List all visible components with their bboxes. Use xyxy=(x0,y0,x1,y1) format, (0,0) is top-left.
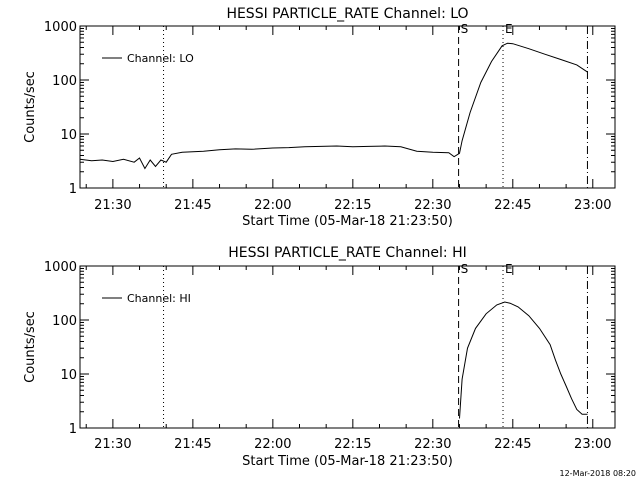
x-axis-label: Start Time (05-Mar-18 21:23:50) xyxy=(242,454,453,469)
y-tick-label: 100 xyxy=(52,74,77,89)
x-tick-label: 22:15 xyxy=(334,198,371,213)
x-tick-label: 21:30 xyxy=(94,198,131,213)
event-marker-label: E xyxy=(505,22,513,36)
legend-entry: Channel: LO xyxy=(127,52,194,65)
x-tick-label: 22:30 xyxy=(414,198,451,213)
series-line xyxy=(79,42,588,170)
plot-frame xyxy=(79,265,616,429)
y-tick-label: 100 xyxy=(52,314,77,329)
event-marker-label: S xyxy=(461,262,469,276)
event-marker-label: S xyxy=(461,22,469,36)
x-tick-label: 22:00 xyxy=(254,437,291,452)
x-tick-label: 23:00 xyxy=(574,198,611,213)
y-axis-label: Counts/sec xyxy=(23,71,38,143)
x-tick-label: 22:15 xyxy=(334,437,371,452)
y-tick-label: 1 xyxy=(69,182,77,197)
x-tick-label: 21:45 xyxy=(174,198,211,213)
y-tick-label: 10 xyxy=(60,128,77,143)
x-tick-label: 21:30 xyxy=(94,437,131,452)
y-tick-label: 1 xyxy=(69,422,77,437)
plot-frame xyxy=(79,25,616,189)
y-tick-label: 1000 xyxy=(44,260,77,275)
series-line xyxy=(459,301,588,419)
x-tick-label: 23:00 xyxy=(574,437,611,452)
x-tick-label: 22:45 xyxy=(494,198,531,213)
x-tick-label: 22:45 xyxy=(494,437,531,452)
event-marker-label: E xyxy=(505,262,513,276)
chart-title: HESSI PARTICLE_RATE Channel: LO xyxy=(226,6,468,22)
legend-entry: Channel: HI xyxy=(127,292,191,305)
y-tick-label: 1000 xyxy=(44,20,77,35)
x-tick-label: 22:00 xyxy=(254,198,291,213)
footer-timestamp: 12-Mar-2018 08:20 xyxy=(559,469,637,478)
x-axis-label: Start Time (05-Mar-18 21:23:50) xyxy=(242,214,453,229)
y-axis-label: Counts/sec xyxy=(23,311,38,383)
x-tick-label: 22:30 xyxy=(414,437,451,452)
chart-title: HESSI PARTICLE_RATE Channel: HI xyxy=(228,245,466,261)
x-tick-label: 21:45 xyxy=(174,437,211,452)
y-tick-label: 10 xyxy=(60,368,77,383)
